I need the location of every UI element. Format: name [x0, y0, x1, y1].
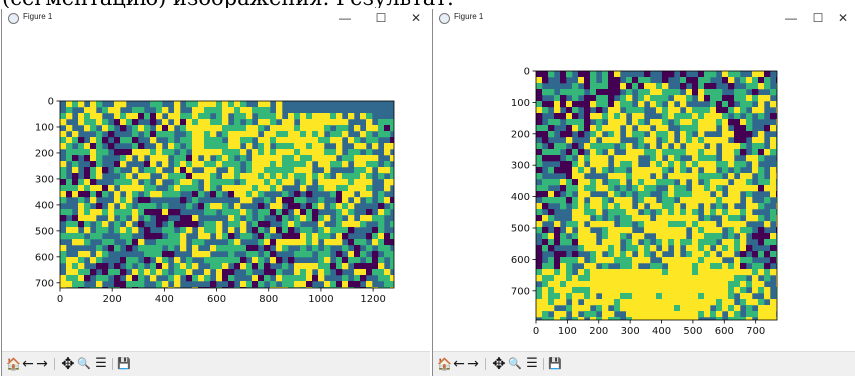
y-tick-label: 400: [511, 192, 530, 203]
toolbar-separator: [112, 358, 113, 370]
x-tick-label: 800: [259, 294, 278, 305]
x-tick-label: 600: [207, 294, 226, 305]
x-tick-label: 400: [155, 294, 174, 305]
title-bar[interactable]: Figure 1 — ☐ ✕: [433, 9, 855, 31]
y-tick-label: 200: [511, 129, 530, 140]
maximize-button[interactable]: ☐: [375, 11, 387, 25]
window-title: Figure 1: [454, 12, 484, 21]
segmented-image: [60, 101, 394, 288]
close-button[interactable]: ✕: [410, 11, 422, 25]
x-tick-label: 1200: [360, 294, 385, 305]
minimize-button[interactable]: —: [785, 11, 797, 25]
x-tick-label: 700: [746, 326, 765, 337]
x-tick-label: 600: [715, 326, 734, 337]
navigation-toolbar: 🏠 ← → ✥ 🔍 ☰ 💾: [2, 351, 430, 376]
plot-area[interactable]: 0 100 200 300 400 500 600 700 0 100 200 300 400 500 60…: [433, 9, 855, 352]
save-icon[interactable]: 💾: [548, 357, 562, 370]
pan-icon[interactable]: ✥: [492, 354, 506, 373]
x-tick-label: 200: [103, 294, 122, 305]
plot-area[interactable]: 0 200 400 600 800 1000 1200 0 100 200 300 400 500 600…: [2, 9, 431, 352]
matplotlib-icon: [8, 13, 19, 24]
back-arrow-icon[interactable]: ←: [453, 356, 465, 372]
segmented-image: [536, 71, 777, 320]
window-title: Figure 1: [23, 12, 53, 21]
y-tick-label: 100: [511, 98, 530, 109]
y-tick-label: 600: [511, 255, 530, 266]
figure-window-2: Figure 1 — ☐ ✕ 0 100 200 300 400 500 600 700 0 10…: [432, 9, 855, 376]
toolbar-separator: [54, 358, 55, 370]
y-tick-label: 300: [35, 174, 54, 185]
y-tick-label: 100: [35, 122, 54, 133]
home-icon[interactable]: 🏠: [437, 357, 452, 371]
close-button[interactable]: ✕: [837, 11, 849, 25]
y-tick-label: 600: [35, 252, 54, 263]
y-tick-label: 0: [48, 97, 54, 108]
toolbar-separator: [485, 358, 486, 370]
y-tick-label: 700: [35, 278, 54, 289]
pan-icon[interactable]: ✥: [61, 354, 75, 373]
x-tick-label: 100: [558, 326, 577, 337]
y-tick-label: 700: [511, 286, 530, 297]
x-tick-label: 500: [683, 326, 702, 337]
document-heading: (сегментацию) изображения. Результат:: [2, 0, 852, 8]
y-tick-label: 0: [524, 67, 530, 78]
back-arrow-icon[interactable]: ←: [22, 356, 34, 372]
x-tick-label: 0: [57, 294, 63, 305]
y-tick-label: 300: [511, 161, 530, 172]
zoom-icon[interactable]: 🔍: [508, 357, 522, 370]
y-tick-label: 200: [35, 148, 54, 159]
title-bar[interactable]: Figure 1 — ☐ ✕: [2, 9, 430, 31]
home-icon[interactable]: 🏠: [6, 357, 21, 371]
x-tick-label: 200: [589, 326, 608, 337]
forward-arrow-icon[interactable]: →: [467, 356, 479, 372]
configure-subplots-icon[interactable]: ☰: [526, 356, 538, 371]
configure-subplots-icon[interactable]: ☰: [95, 356, 107, 371]
maximize-button[interactable]: ☐: [812, 11, 824, 25]
forward-arrow-icon[interactable]: →: [36, 356, 48, 372]
x-tick-label: 300: [621, 326, 640, 337]
matplotlib-icon: [439, 13, 450, 24]
figure-window-1: Figure 1 — ☐ ✕ 0 200 400 600 800 1000 1200 0 100…: [1, 9, 430, 376]
minimize-button[interactable]: —: [339, 11, 351, 25]
navigation-toolbar: 🏠 ← → ✥ 🔍 ☰ 💾: [433, 351, 855, 376]
y-tick-label: 500: [511, 223, 530, 234]
x-tick-label: 0: [533, 326, 539, 337]
y-tick-label: 400: [35, 200, 54, 211]
zoom-icon[interactable]: 🔍: [77, 357, 91, 370]
save-icon[interactable]: 💾: [117, 357, 131, 370]
y-tick-label: 500: [35, 226, 54, 237]
axes-frame: [535, 70, 778, 321]
toolbar-separator: [543, 358, 544, 370]
x-tick-label: 1000: [308, 294, 333, 305]
axes-frame: [59, 100, 395, 289]
x-tick-label: 400: [652, 326, 671, 337]
